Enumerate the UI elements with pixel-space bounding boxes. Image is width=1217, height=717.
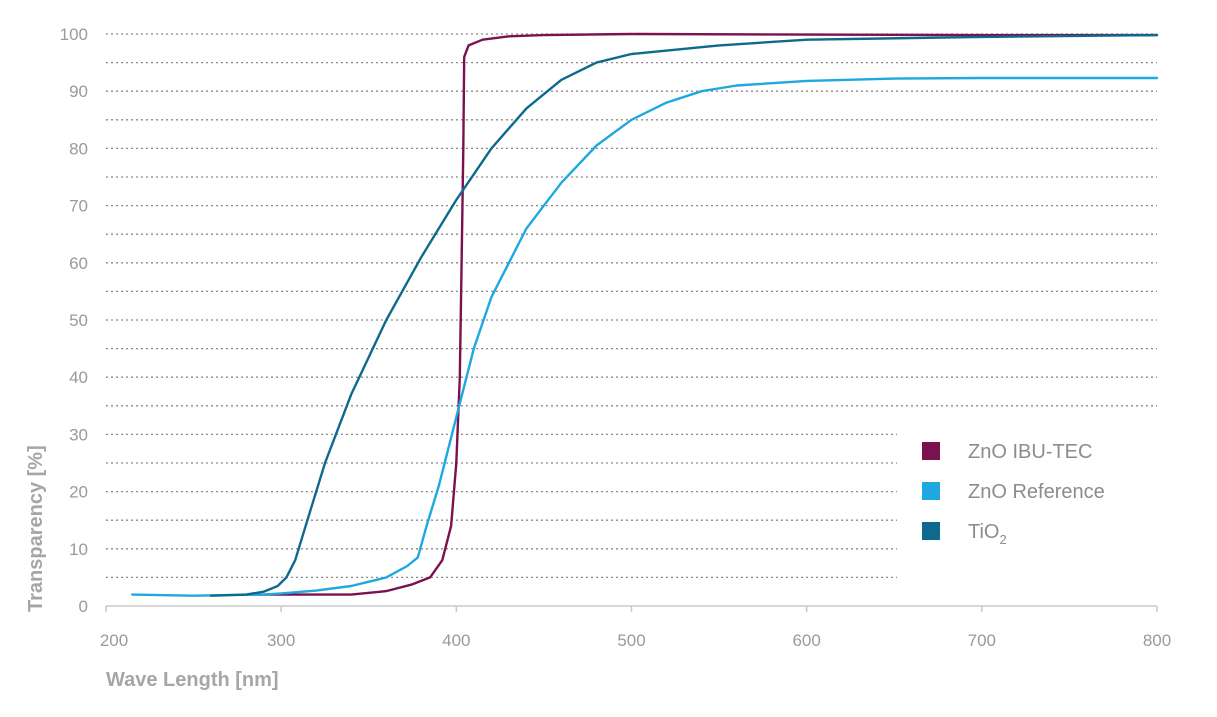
legend-swatch	[922, 522, 940, 540]
y-tick-label: 100	[60, 25, 88, 44]
series-line-0	[253, 32, 1159, 596]
y-tick-label: 30	[69, 425, 88, 444]
legend-label: ZnO IBU-TEC	[968, 441, 1092, 463]
y-tick-label: 90	[69, 82, 88, 101]
x-tick-label: 500	[617, 631, 645, 650]
y-axis-title: Transparency [%]	[25, 445, 47, 612]
x-tick-label: 800	[1143, 631, 1171, 650]
x-tick-label: 700	[968, 631, 996, 650]
y-tick-label: 20	[69, 483, 88, 502]
x-axis-title: Wave Length [nm]	[106, 669, 279, 691]
y-tick-label: 60	[69, 254, 88, 273]
legend-swatch	[922, 442, 940, 460]
legend-label: ZnO Reference	[968, 481, 1105, 503]
x-tick-label: 600	[792, 631, 820, 650]
x-tick-label: 400	[442, 631, 470, 650]
series-line-2	[209, 33, 1159, 597]
axes: 200 300 400 500 600 700 800 0 10 20 30 40 50 60 70 80 90…	[60, 25, 1172, 650]
y-tick-label: 50	[69, 311, 88, 330]
x-tick-label: 300	[267, 631, 295, 650]
legend-label: TiO2	[968, 521, 1007, 547]
y-tick-label: 70	[69, 197, 88, 216]
series-layer	[131, 32, 1159, 597]
legend-swatch	[922, 482, 940, 500]
y-tick-label: 80	[69, 139, 88, 158]
x-tick-label: 200	[100, 631, 128, 650]
series-line-1	[131, 76, 1159, 597]
y-tick-label: 40	[69, 368, 88, 387]
y-tick-label: 0	[79, 597, 88, 616]
legend: ZnO IBU-TEC ZnO Reference TiO2	[922, 441, 1105, 547]
y-tick-label: 10	[69, 540, 88, 559]
